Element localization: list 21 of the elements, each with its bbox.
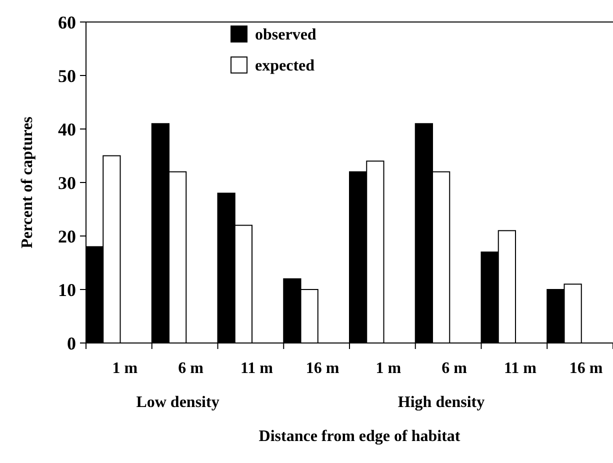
text: High density [398, 394, 485, 411]
y-axis-title: Percent of captures [19, 116, 36, 248]
x-tick-label: 16 m [569, 360, 604, 377]
legend-label: observed [255, 26, 316, 44]
x-tick-label: 6 m [178, 360, 204, 377]
x-tick-label: 11 m [504, 360, 538, 377]
y-tick-label: 50 [58, 66, 76, 86]
y-tick-label: 40 [58, 119, 76, 140]
x-tick-label: 11 m [240, 360, 274, 377]
y-tick-label: 60 [58, 12, 76, 32]
y-tick-label: 20 [58, 226, 76, 246]
x-tick-label: 6 m [442, 360, 468, 377]
x-tick-label: 1 m [112, 360, 138, 377]
y-tick-label: 0 [67, 333, 76, 354]
x-tick-label: 16 m [306, 360, 340, 377]
legend-label: expected [255, 58, 315, 75]
text: Low density [136, 394, 220, 411]
x-tick-label: 1 m [376, 360, 402, 377]
y-tick-label: 30 [58, 172, 76, 193]
x-axis-title: Distance from edge of habitat [258, 428, 461, 445]
y-tick-label: 10 [58, 280, 76, 300]
